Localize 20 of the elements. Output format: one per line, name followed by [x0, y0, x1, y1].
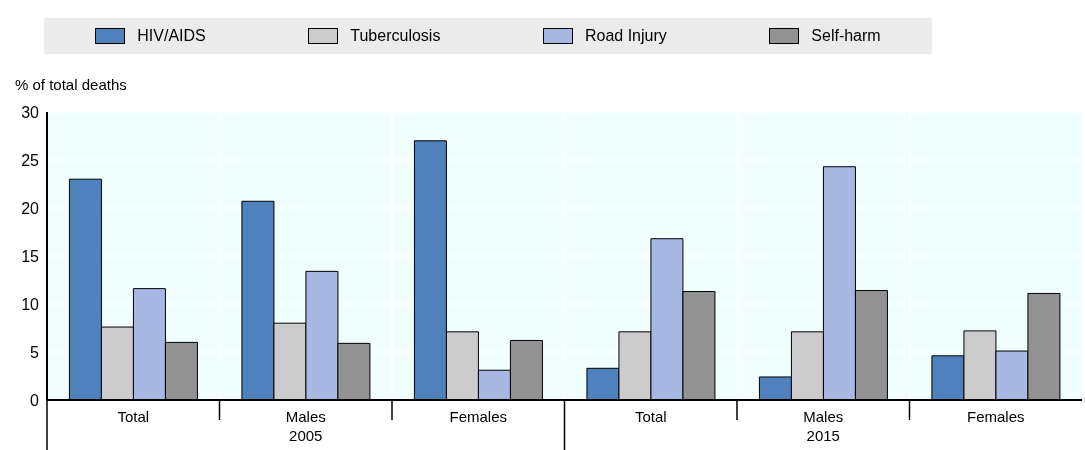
y-tick-label: 15 [21, 247, 40, 265]
legend-label: Self-harm [811, 27, 881, 45]
x-tick-label: Males [803, 408, 844, 425]
y-axis-title: % of total deaths [15, 76, 127, 93]
legend-label: HIV/AIDS [137, 27, 206, 45]
legend-label: Tuberculosis [350, 27, 441, 45]
y-tick-label: 25 [21, 151, 40, 169]
y-tick-label: 0 [30, 391, 40, 409]
y-tick-label: 20 [21, 199, 40, 217]
y-tick-label: 5 [30, 343, 40, 361]
x-tick-label: Males [285, 408, 326, 425]
x-tick-label: Females [966, 408, 1025, 425]
y-tick-label: 10 [21, 295, 40, 313]
y-tick-label: 30 [21, 103, 40, 121]
text: 2015 [805, 427, 841, 444]
x-tick-label: Females [449, 408, 508, 425]
text: 2005 [288, 427, 324, 444]
x-tick-label: Total [634, 408, 667, 425]
x-tick-label: Total [117, 408, 150, 425]
legend-label: Road Injury [584, 27, 667, 45]
